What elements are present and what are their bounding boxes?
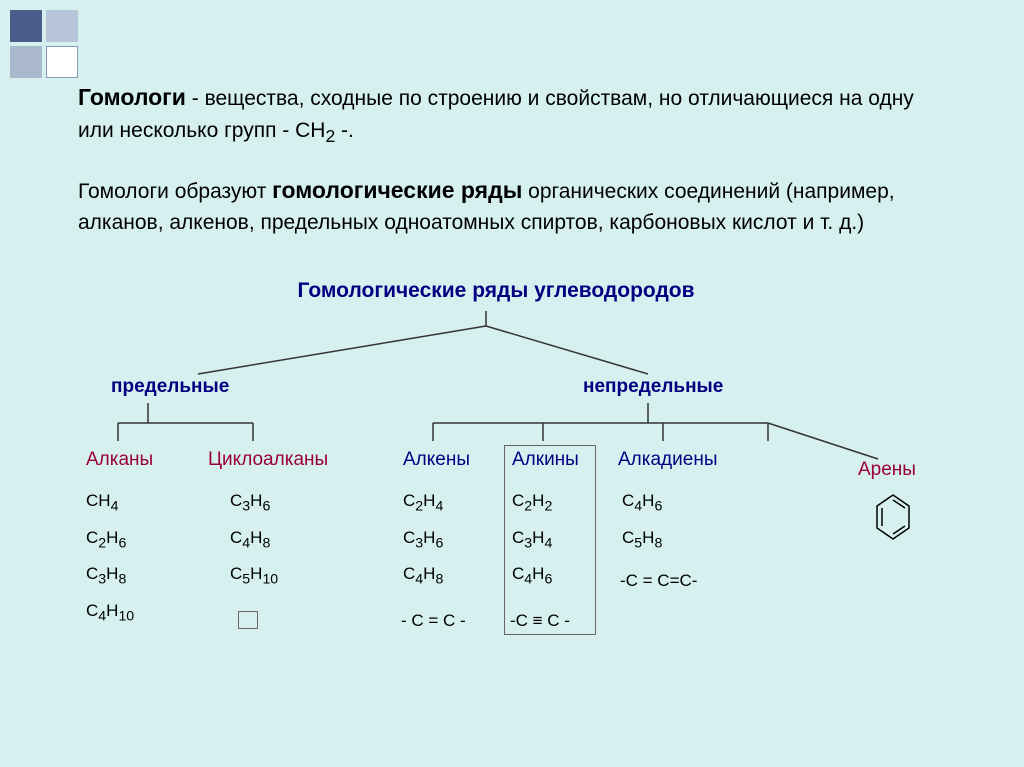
definition-1-sub: 2	[325, 126, 335, 146]
definition-2: Гомологи образуют гомологические ряды ор…	[78, 173, 954, 239]
formulas-cycloalkanes: C3H6 C4H8 C5H10	[230, 484, 278, 594]
label-arenes: Арены	[858, 459, 916, 481]
decoration-square	[46, 46, 78, 78]
decoration-square	[46, 10, 78, 42]
formula: C4H8	[230, 521, 278, 558]
formula: C3H4	[512, 521, 552, 558]
cycloalkane-square-icon	[238, 611, 258, 629]
tree-container: предельные непредельные Алканы Циклоалка…	[78, 311, 954, 731]
hierarchy-title: Гомологические ряды углеводородов	[38, 279, 954, 303]
formula: C3H8	[86, 557, 134, 594]
decoration-square	[10, 10, 42, 42]
term-gomologi: Гомологи	[78, 84, 186, 110]
formulas-alkynes: C2H2 C3H4 C4H6	[512, 484, 552, 594]
formula: C2H6	[86, 521, 134, 558]
label-saturated: предельные	[111, 376, 229, 398]
alkadienes-bond: -C = C=C-	[620, 571, 697, 591]
label-unsaturated: непредельные	[583, 376, 723, 398]
label-cycloalkanes: Циклоалканы	[208, 449, 328, 471]
formula: C2H2	[512, 484, 552, 521]
formula: C3H6	[230, 484, 278, 521]
label-alkenes: Алкены	[403, 449, 470, 471]
definition-1: Гомологи - вещества, сходные по строению…	[78, 80, 954, 149]
formula: C2H4	[403, 484, 443, 521]
formula: CH4	[86, 484, 134, 521]
formula: C5H8	[622, 521, 662, 558]
label-alkadienes: Алкадиены	[618, 449, 717, 471]
formula: C4H6	[622, 484, 662, 521]
formula: C4H10	[86, 594, 134, 631]
alkenes-bond: - C = C -	[401, 611, 466, 631]
definition-2-prefix: Гомологи образуют	[78, 180, 272, 203]
formula: C4H6	[512, 557, 552, 594]
main-content: Гомологи - вещества, сходные по строению…	[0, 0, 1024, 751]
label-alkanes: Алканы	[86, 449, 153, 471]
decoration-square	[10, 46, 42, 78]
alkynes-bond: -C ≡ C -	[510, 611, 570, 631]
formulas-alkenes: C2H4 C3H6 C4H8	[403, 484, 443, 594]
definition-1-text: - вещества, сходные по строению и свойст…	[78, 87, 914, 142]
corner-decoration	[8, 8, 80, 80]
formula: C3H6	[403, 521, 443, 558]
formula: C5H10	[230, 557, 278, 594]
formula: C4H8	[403, 557, 443, 594]
formulas-alkanes: CH4 C2H6 C3H8 C4H10	[86, 484, 134, 631]
benzene-ring-icon	[873, 493, 913, 541]
formulas-alkadienes: C4H6 C5H8	[622, 484, 662, 557]
term-series: гомологические ряды	[272, 177, 522, 203]
definition-1-suffix: -.	[335, 119, 354, 142]
